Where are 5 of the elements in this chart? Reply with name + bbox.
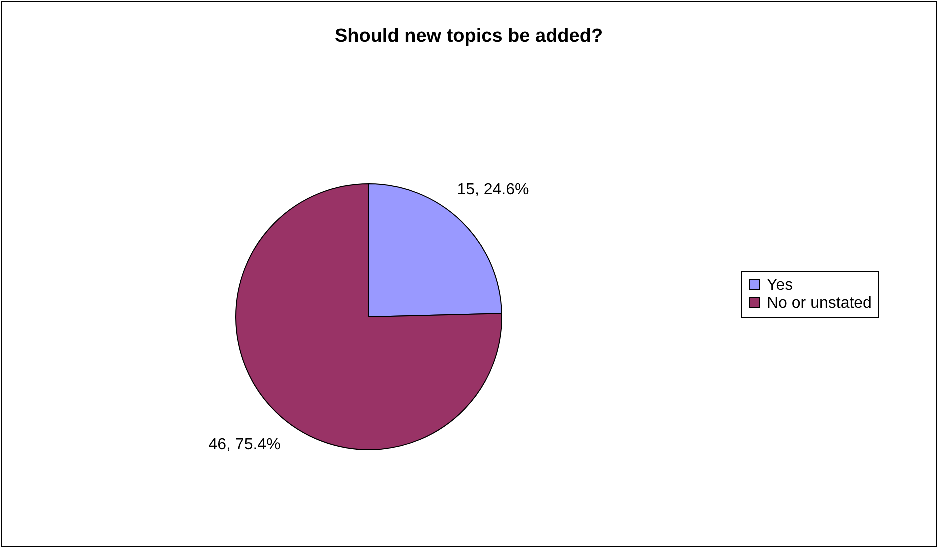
legend-label: No or unstated	[767, 295, 872, 312]
data-label: 46, 75.4%	[208, 436, 281, 454]
chart-title: Should new topics be added?	[334, 26, 604, 47]
data-label: 15, 24.6%	[457, 182, 530, 199]
legend-label: Yes	[767, 277, 794, 294]
